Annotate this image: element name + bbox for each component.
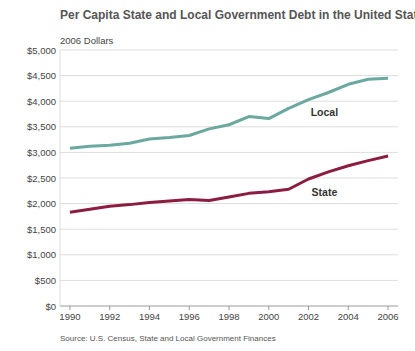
y-tick-label: $3,500 bbox=[27, 121, 56, 132]
y-axis-line bbox=[60, 50, 61, 306]
grid-line bbox=[60, 101, 398, 102]
line-local bbox=[70, 78, 388, 148]
series-label: Local bbox=[311, 106, 339, 118]
y-tick-label: $0 bbox=[45, 301, 56, 312]
y-tick-label: $5,000 bbox=[27, 45, 56, 56]
x-tick-label: 2000 bbox=[258, 311, 279, 322]
y-tick-label: $1,000 bbox=[27, 249, 56, 260]
x-tick-label: 2004 bbox=[338, 311, 359, 322]
plot-area bbox=[70, 78, 388, 212]
x-tick-label: 1990 bbox=[59, 311, 80, 322]
y-tick-label: $500 bbox=[35, 275, 56, 286]
title: Per Capita State and Local Government De… bbox=[60, 8, 415, 22]
grid-line bbox=[60, 229, 398, 230]
x-tick-label: 1998 bbox=[218, 311, 239, 322]
y-tick-label: $3,000 bbox=[27, 147, 56, 158]
chart: Per Capita State and Local Government De… bbox=[0, 0, 415, 351]
grid-line bbox=[60, 280, 398, 281]
y-tick-label: $1,500 bbox=[27, 224, 56, 235]
grid-line bbox=[60, 75, 398, 76]
y-tick-label: $2,000 bbox=[27, 198, 56, 209]
x-tick bbox=[109, 306, 110, 310]
grid bbox=[60, 50, 398, 306]
x-tick bbox=[348, 306, 349, 310]
x-tick bbox=[308, 306, 309, 310]
x-tick bbox=[149, 306, 150, 310]
x-tick-label: 2006 bbox=[377, 311, 398, 322]
x-tick bbox=[189, 306, 190, 310]
source: Source: U.S. Census, State and Local Gov… bbox=[60, 334, 276, 343]
x-tick bbox=[388, 306, 389, 310]
x-tick-label: 1994 bbox=[139, 311, 160, 322]
x-tick-label: 1992 bbox=[99, 311, 120, 322]
grid-line bbox=[60, 254, 398, 255]
y-tick-label: $2,500 bbox=[27, 173, 56, 184]
x-tick bbox=[69, 306, 70, 310]
y-tick-label: $4,000 bbox=[27, 96, 56, 107]
x-tick bbox=[229, 306, 230, 310]
x-tick-label: 1996 bbox=[179, 311, 200, 322]
grid-line bbox=[60, 50, 398, 51]
grid-line bbox=[60, 152, 398, 153]
grid-line bbox=[60, 126, 398, 127]
series-label: State bbox=[312, 186, 338, 198]
x-tick-label: 2002 bbox=[298, 311, 319, 322]
grid-line bbox=[60, 203, 398, 204]
grid-line bbox=[60, 178, 398, 179]
y-axis-label: 2006 Dollars bbox=[60, 35, 114, 46]
line-state bbox=[70, 156, 388, 212]
x-tick bbox=[268, 306, 269, 310]
y-tick-label: $4,500 bbox=[27, 70, 56, 81]
